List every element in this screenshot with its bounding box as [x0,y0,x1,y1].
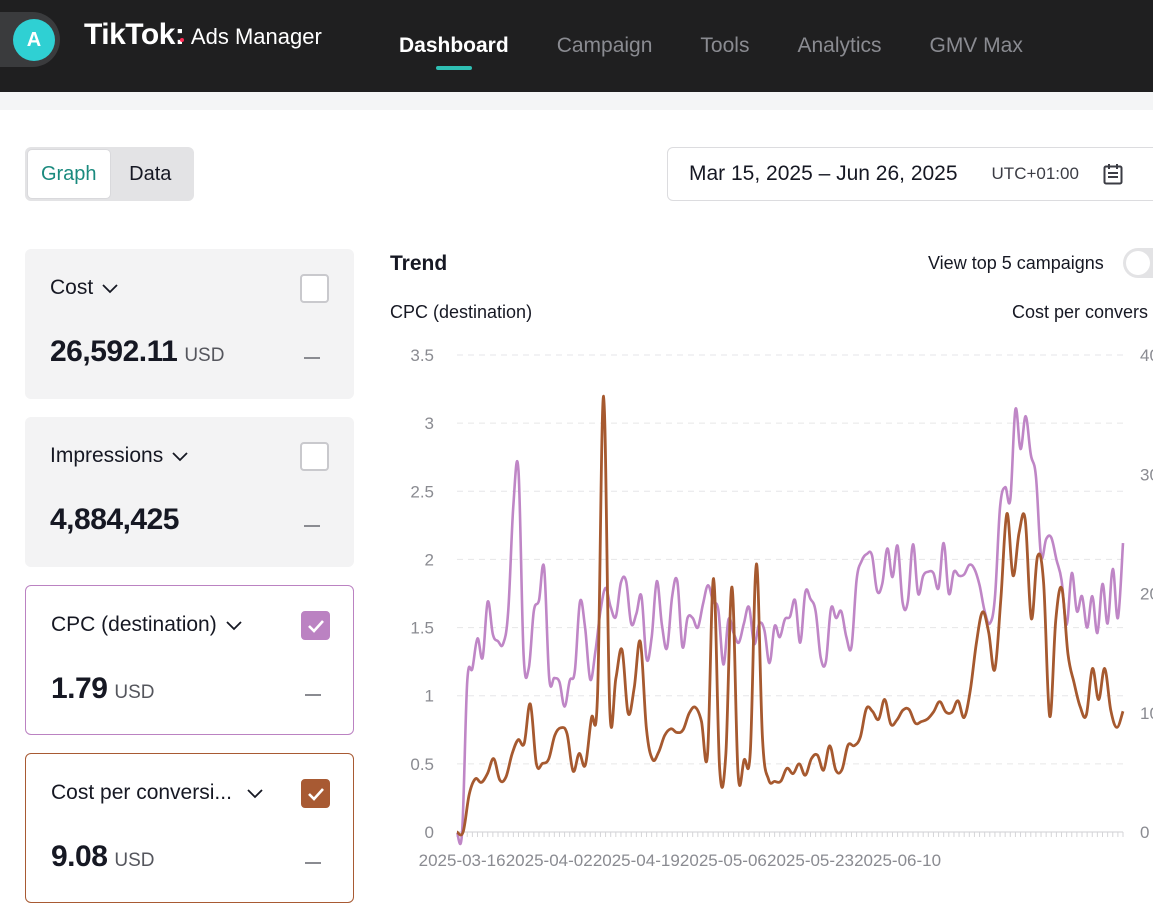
metric-value: 26,592.11 USD [50,335,224,369]
top-campaigns-label: View top 5 campaigns [928,253,1104,273]
x-tick-label: 2025-04-19 [593,851,680,870]
metric-value-unit: USD [184,345,225,366]
left-axis-title: CPC (destination) [390,302,533,322]
x-tick-label: 2025-06-10 [854,851,941,870]
chevron-down-icon [247,789,263,799]
y-left-tick-label: 0.5 [410,755,434,774]
date-range-value: Mar 15, 2025 – Jun 26, 2025 [689,162,958,185]
metric-checkbox-cost[interactable] [300,274,329,303]
series-line-cpc [455,407,1125,846]
metric-selector-cpc[interactable]: CPC (destination) [51,613,243,637]
brand-colon: : [174,18,185,51]
metric-card-cost[interactable]: Cost 26,592.11 USD [25,249,354,399]
y-left-tick-label: 3 [425,414,434,433]
metric-title: Cost [50,276,94,299]
checkmark-icon [307,787,324,801]
view-toggle: Graph Data [25,147,194,201]
metric-checkbox-cost-per-conversion[interactable] [301,779,330,808]
metric-value-number: 4,884,425 [50,503,179,536]
metric-selector-cost-per-conversion[interactable]: Cost per conversi... [51,781,264,805]
y-right-tick-label: 30 [1140,465,1153,484]
checkmark-icon [307,619,324,633]
metric-comparison-dash [304,357,320,359]
header-divider [0,92,1153,110]
nav-item-analytics[interactable]: Analytics [797,34,882,57]
top-navigation-bar: A TikTok : Ads Manager Dashboard Campaig… [0,0,1153,92]
trend-chart[interactable]: 00.511.522.533.50102030402025-03-162025-… [390,335,1153,880]
metric-selector-impressions[interactable]: Impressions [50,444,189,468]
metric-value-number: 9.08 [51,840,108,873]
y-right-tick-label: 20 [1140,585,1153,604]
metric-checkbox-cpc[interactable] [301,611,330,640]
metric-selector-cost[interactable]: Cost [50,276,119,300]
main-nav: Dashboard Campaign Tools Analytics GMV M… [375,0,1047,92]
y-right-tick-label: 40 [1140,346,1153,365]
metric-value-unit: USD [114,682,155,703]
x-tick-label: 2025-03-16 [419,851,506,870]
y-left-tick-label: 1 [425,687,434,706]
y-left-tick-label: 3.5 [410,346,434,365]
chevron-down-icon [102,284,118,294]
y-left-tick-label: 1.5 [410,619,434,638]
brand-logo-text: TikTok [84,18,175,51]
calendar-icon [1103,164,1123,185]
data-view-button[interactable]: Data [129,162,172,185]
metric-value: 1.79 USD [51,672,155,706]
avatar[interactable]: A [13,19,55,61]
y-left-tick-label: 0 [425,823,434,842]
chart-title: Trend [390,252,448,275]
nav-item-tools[interactable]: Tools [700,34,750,57]
metric-value-unit: USD [114,850,155,871]
top-campaigns-switch[interactable] [1123,248,1153,278]
y-right-tick-label: 0 [1140,823,1149,842]
brand-logo[interactable]: TikTok : Ads Manager [84,18,322,52]
metric-value-number: 1.79 [51,672,108,705]
y-right-tick-label: 10 [1140,704,1153,723]
series-line-cost-per-conversion [456,394,1125,837]
metric-comparison-dash [304,525,320,527]
metric-value: 9.08 USD [51,840,155,874]
metric-title: CPC (destination) [51,613,217,636]
metric-title: Cost per conversi... [51,781,232,804]
brand-product-name: Ads Manager [190,24,322,49]
metric-value-number: 26,592.11 [50,335,178,368]
y-left-tick-label: 2.5 [410,482,434,501]
x-tick-label: 2025-04-02 [506,851,593,870]
switch-knob [1126,251,1150,275]
timezone-label: UTC+01:00 [991,164,1079,183]
x-tick-label: 2025-05-23 [767,851,854,870]
metric-comparison-dash [305,862,321,864]
chevron-down-icon [172,452,188,462]
account-switcher[interactable]: A [0,12,60,67]
metric-value: 4,884,425 [50,503,179,537]
nav-item-campaign[interactable]: Campaign [556,34,653,57]
metric-card-cpc[interactable]: CPC (destination) 1.79 USD [25,585,354,735]
nav-item-gmv-max[interactable]: GMV Max [929,34,1023,57]
nav-item-dashboard[interactable]: Dashboard [375,0,533,92]
metric-card-cost-per-conversion[interactable]: Cost per conversi... 9.08 USD [25,753,354,903]
metric-checkbox-impressions[interactable] [300,442,329,471]
date-range-picker[interactable]: Mar 15, 2025 – Jun 26, 2025 UTC+01:00 [667,147,1153,201]
graph-view-button[interactable]: Graph [28,150,110,198]
right-axis-title: Cost per convers [1012,302,1149,322]
metric-title: Impressions [50,444,164,467]
metric-card-impressions[interactable]: Impressions 4,884,425 [25,417,354,567]
x-tick-label: 2025-05-06 [680,851,767,870]
y-left-tick-label: 2 [425,550,434,569]
metric-comparison-dash [305,694,321,696]
chevron-down-icon [226,621,242,631]
